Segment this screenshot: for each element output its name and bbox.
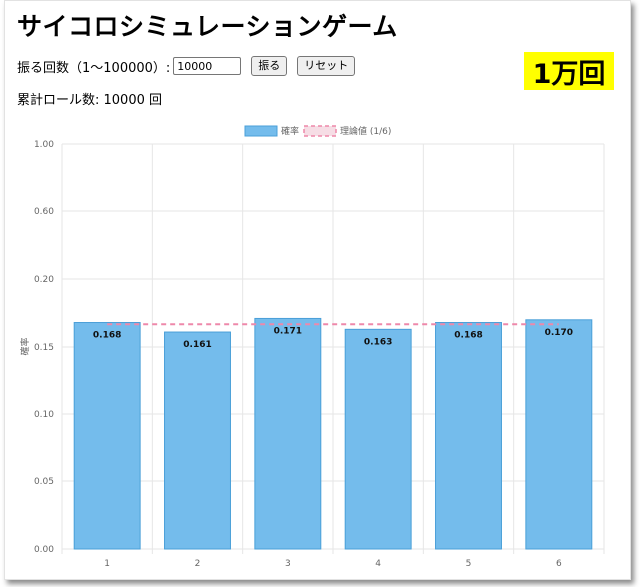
y-tick-label: 0.05 <box>34 477 54 487</box>
data-label: 0.161 <box>183 340 211 350</box>
data-label: 0.168 <box>454 331 482 341</box>
bar <box>344 328 412 550</box>
x-tick-label: 4 <box>375 559 381 569</box>
bar <box>73 322 141 550</box>
y-tick-label: 1.00 <box>34 140 54 150</box>
y-tick-label: 0.10 <box>34 410 54 420</box>
x-tick-label: 6 <box>556 559 562 569</box>
bar <box>164 331 231 550</box>
legend-swatch-probability <box>244 125 278 137</box>
y-tick-label: 0.15 <box>34 343 54 353</box>
roll-controls: 振る回数（1〜100000）: 振る リセット <box>17 56 365 76</box>
x-tick-label: 1 <box>104 559 110 569</box>
legend-label-probability: 確率 <box>281 125 299 137</box>
data-label: 0.163 <box>364 337 392 347</box>
data-label: 0.171 <box>274 326 302 336</box>
x-tick-label: 3 <box>285 559 291 569</box>
roll-count-input[interactable] <box>173 57 242 75</box>
y-tick-label: 0.00 <box>34 545 54 555</box>
roll-button[interactable]: 振る <box>251 56 288 76</box>
x-tick-label: 2 <box>195 559 201 569</box>
roll-count-label: 振る回数（1〜100000）: <box>17 60 171 76</box>
x-tick-label: 5 <box>466 559 472 569</box>
legend-label-theory: 理論値 (1/6) <box>340 125 391 137</box>
total-rolls-text: 累計ロール数: 10000 回 <box>17 93 162 108</box>
bar <box>254 317 322 550</box>
y-tick-label: 0.20 <box>34 275 54 285</box>
reset-button[interactable]: リセット <box>297 56 356 76</box>
data-label: 0.170 <box>545 328 573 338</box>
y-axis-title: 確率 <box>19 337 31 355</box>
y-tick-label: 0.60 <box>34 207 54 217</box>
data-label: 0.168 <box>93 331 121 341</box>
roll-count-badge: 1万回 <box>524 52 614 90</box>
legend-swatch-theory <box>303 125 337 137</box>
bar <box>525 319 593 550</box>
bar <box>435 322 502 550</box>
page-title: サイコロシミュレーションゲーム <box>17 12 398 41</box>
